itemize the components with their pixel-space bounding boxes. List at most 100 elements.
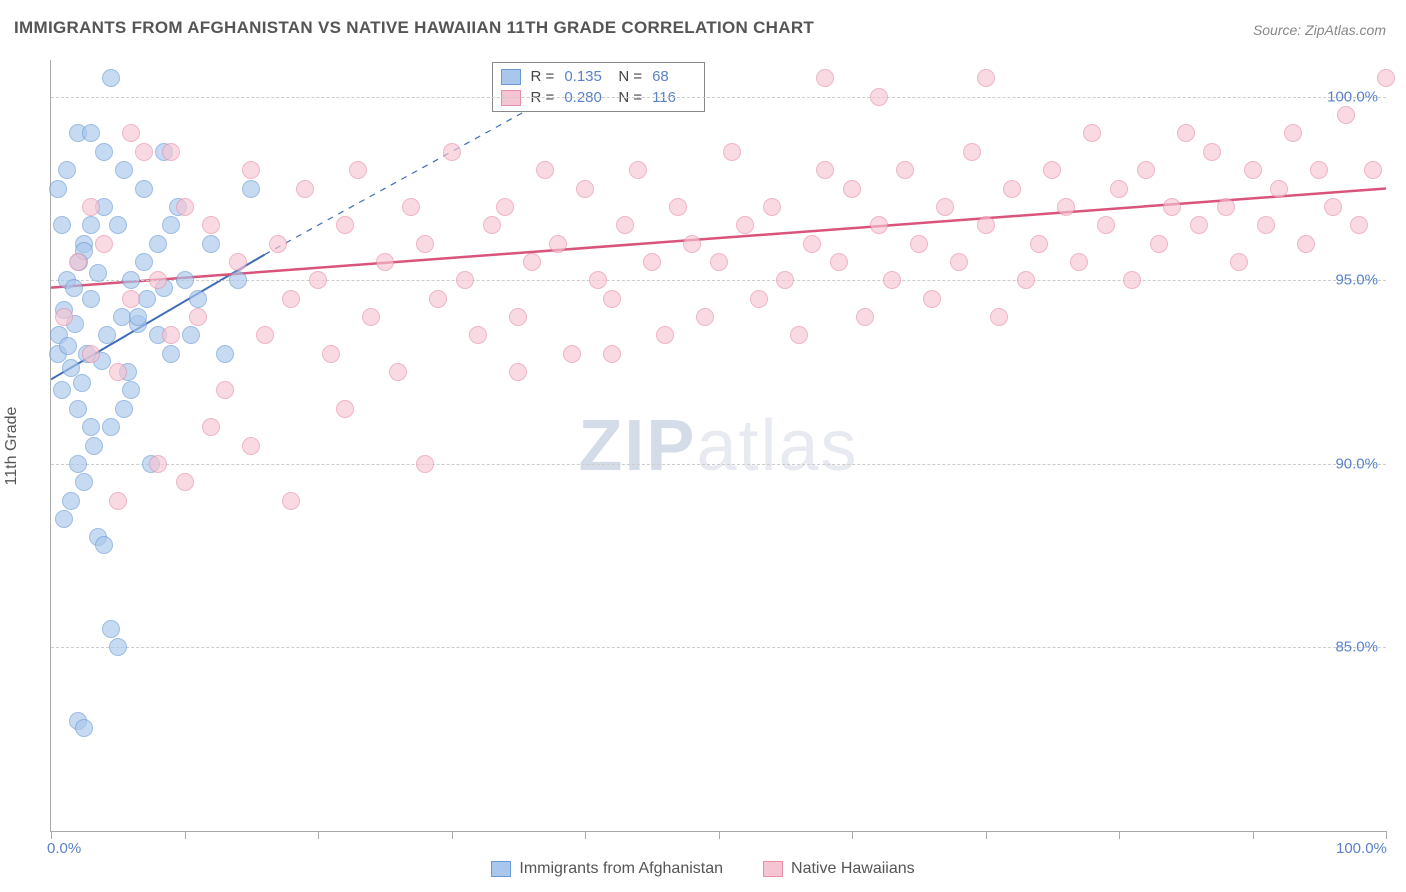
scatter-point [1297,235,1315,253]
scatter-point [1337,106,1355,124]
scatter-point [122,124,140,142]
x-tick [719,831,720,839]
scatter-point [138,290,156,308]
scatter-point [202,216,220,234]
scatter-point [336,400,354,418]
scatter-point [282,492,300,510]
scatter-point [1137,161,1155,179]
scatter-point [843,180,861,198]
scatter-point [816,161,834,179]
scatter-point [496,198,514,216]
scatter-point [59,337,77,355]
scatter-point [75,473,93,491]
scatter-point [98,326,116,344]
gridline [51,280,1386,281]
legend-item: Immigrants from Afghanistan [491,860,723,878]
scatter-point [309,271,327,289]
scatter-point [576,180,594,198]
y-tick-label: 100.0% [1327,88,1378,105]
scatter-point [189,290,207,308]
scatter-point [176,271,194,289]
stats-r-label: R = [531,68,555,85]
scatter-point [683,235,701,253]
scatter-point [790,326,808,344]
scatter-point [1377,69,1395,87]
y-axis-label: 11th Grade [3,407,21,486]
scatter-point [362,308,380,326]
scatter-point [242,180,260,198]
source-attribution: Source: ZipAtlas.com [1253,22,1386,38]
scatter-point [509,363,527,381]
scatter-point [53,381,71,399]
scatter-point [58,161,76,179]
scatter-point [95,536,113,554]
scatter-point [376,253,394,271]
scatter-point [85,437,103,455]
scatter-point [82,418,100,436]
scatter-point [115,400,133,418]
scatter-point [176,473,194,491]
scatter-point [1310,161,1328,179]
scatter-point [269,235,287,253]
legend-swatch [501,69,521,85]
scatter-point [977,216,995,234]
scatter-point [189,308,207,326]
x-tick [986,831,987,839]
scatter-point [830,253,848,271]
scatter-point [202,418,220,436]
scatter-point [216,345,234,363]
scatter-point [536,161,554,179]
scatter-point [162,345,180,363]
scatter-point [723,143,741,161]
stats-n-value: 68 [652,68,696,85]
scatter-point [696,308,714,326]
scatter-point [1043,161,1061,179]
scatter-point [1110,180,1128,198]
scatter-point [176,198,194,216]
x-min-label: 0.0% [47,840,81,857]
scatter-point [102,69,120,87]
scatter-point [62,492,80,510]
scatter-point [1030,235,1048,253]
legend-swatch [491,861,511,877]
scatter-point [1284,124,1302,142]
scatter-point [1003,180,1021,198]
scatter-point [856,308,874,326]
scatter-point [242,161,260,179]
x-tick [185,831,186,839]
watermark: ZIPatlas [578,405,858,487]
scatter-point [456,271,474,289]
x-tick [1119,831,1120,839]
scatter-point [1163,198,1181,216]
scatter-point [402,198,420,216]
scatter-point [1230,253,1248,271]
scatter-point [149,455,167,473]
scatter-point [109,492,127,510]
scatter-point [896,161,914,179]
scatter-point [73,374,91,392]
scatter-point [349,161,367,179]
scatter-point [129,308,147,326]
scatter-point [1083,124,1101,142]
scatter-point [336,216,354,234]
scatter-point [1257,216,1275,234]
x-tick [452,831,453,839]
scatter-point [1123,271,1141,289]
scatter-point [82,216,100,234]
scatter-point [750,290,768,308]
scatter-point [216,381,234,399]
scatter-point [963,143,981,161]
y-tick-label: 95.0% [1335,272,1378,289]
scatter-point [710,253,728,271]
scatter-point [1203,143,1221,161]
scatter-point [776,271,794,289]
scatter-point [616,216,634,234]
scatter-point [870,216,888,234]
scatter-point [282,290,300,308]
scatter-point [1017,271,1035,289]
scatter-point [135,143,153,161]
x-max-label: 100.0% [1336,840,1387,857]
scatter-point [1324,198,1342,216]
bottom-legend: Immigrants from AfghanistanNative Hawaii… [0,860,1406,878]
scatter-point [69,455,87,473]
